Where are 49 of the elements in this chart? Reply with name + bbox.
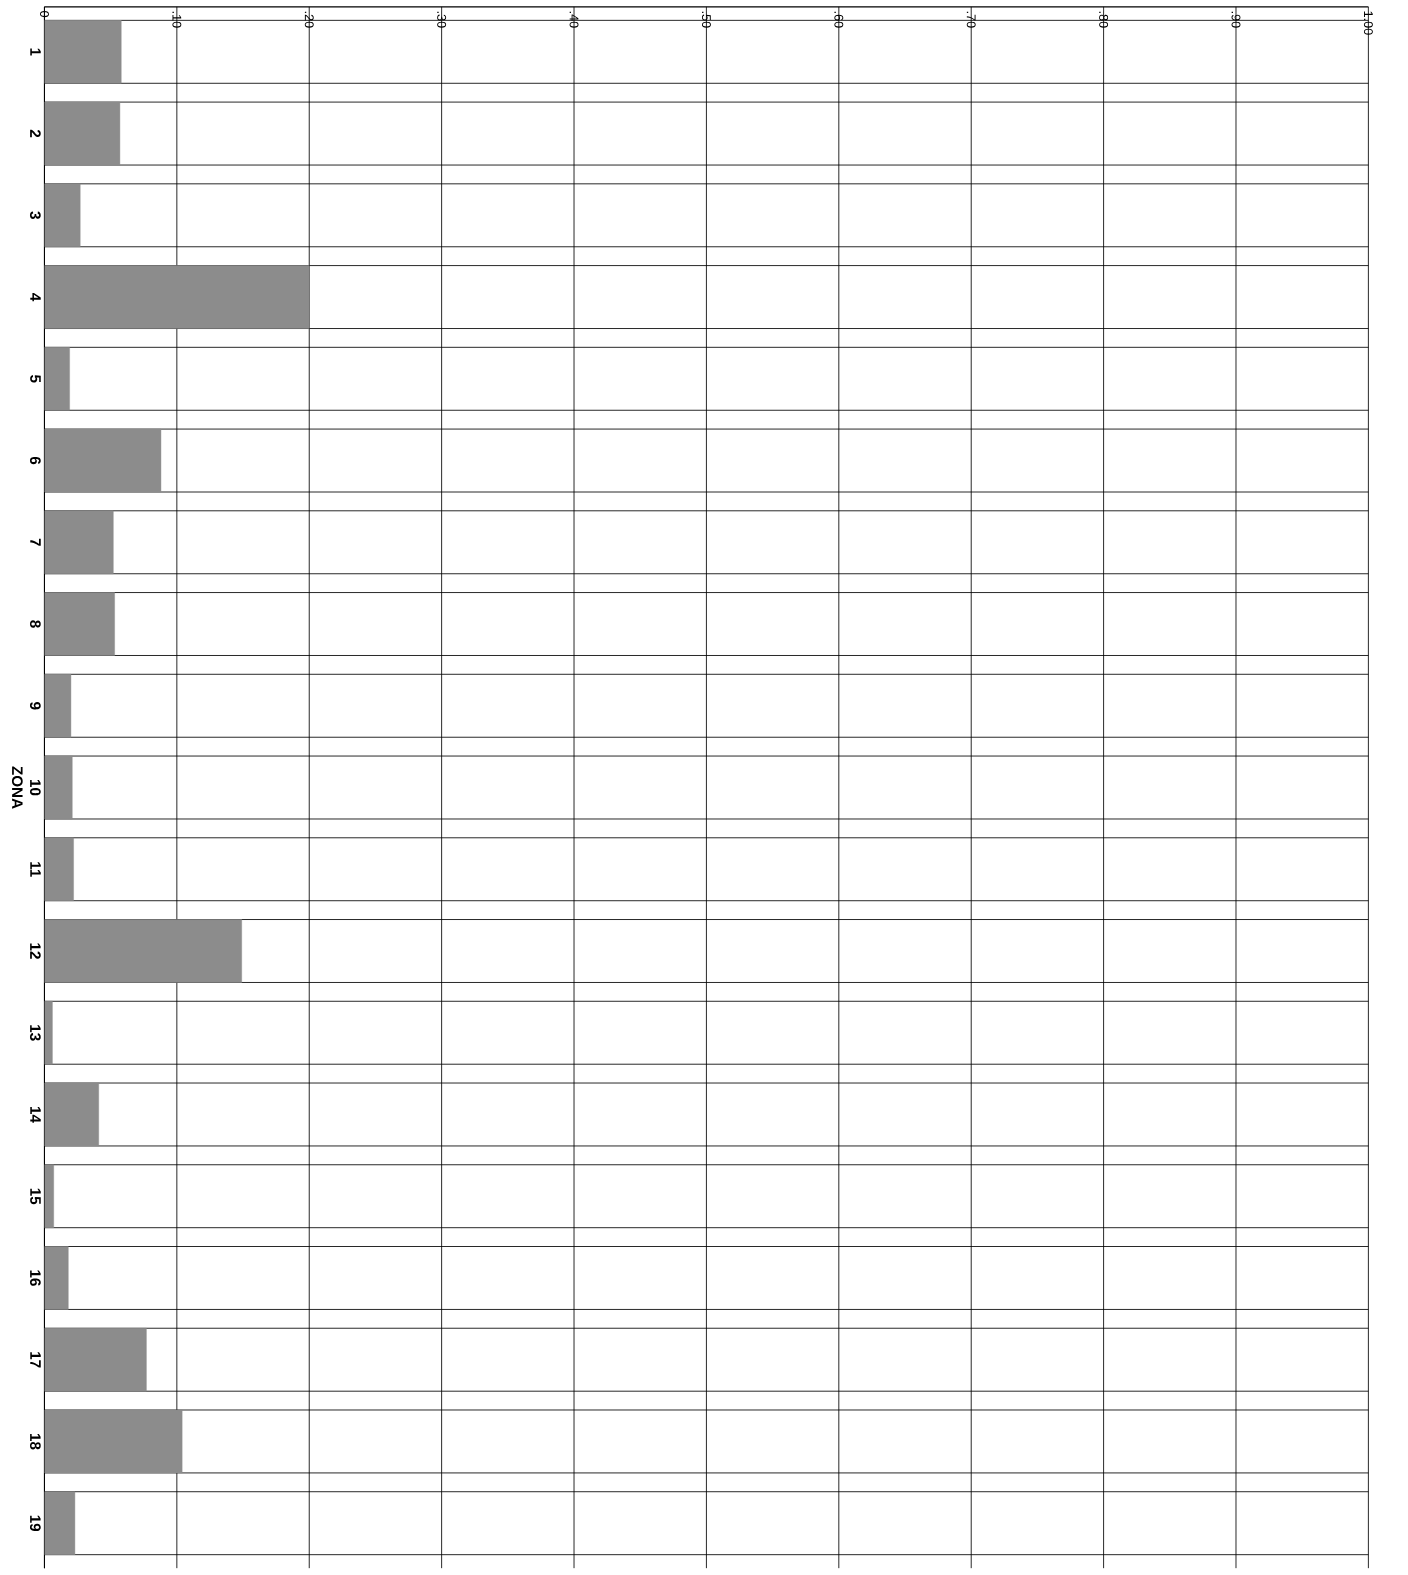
x-tick-label: .60 <box>834 11 844 28</box>
bar <box>44 20 122 84</box>
y-tick-label: 2 <box>30 129 41 138</box>
y-tick-label: 12 <box>30 943 41 959</box>
y-tick-label: 5 <box>30 375 41 383</box>
bar <box>44 1328 147 1392</box>
y-tick-label: 16 <box>29 1270 41 1286</box>
bar <box>44 1164 54 1228</box>
y-tick-label: 17 <box>30 1352 41 1368</box>
bar <box>44 428 162 493</box>
y-tick-label: 1 <box>30 48 41 56</box>
y-tick-label: 14 <box>30 1107 41 1123</box>
bar <box>44 101 121 166</box>
y-tick-label: 10 <box>29 780 41 796</box>
bar <box>44 1082 99 1147</box>
y-tick-label: 6 <box>29 456 41 465</box>
bar <box>44 510 114 574</box>
x-tick-label: .50 <box>701 11 711 28</box>
x-tick-label: .30 <box>437 11 447 28</box>
y-tick-label: 8 <box>29 620 41 628</box>
y-tick-label: 11 <box>30 862 41 877</box>
bar <box>44 674 72 738</box>
bar <box>44 837 74 901</box>
y-tick-label: 15 <box>30 1188 41 1205</box>
x-tick-label: .20 <box>304 11 314 28</box>
bar <box>44 347 70 411</box>
x-tick-label: .90 <box>1231 11 1241 28</box>
bar <box>44 1491 76 1555</box>
x-tick-label: 1.00 <box>1363 11 1373 35</box>
bar <box>44 919 242 983</box>
y-tick-label: 4 <box>30 293 41 302</box>
bar <box>44 1409 183 1474</box>
x-tick-label: .10 <box>172 11 182 28</box>
bar <box>44 1001 53 1065</box>
y-tick-label: 19 <box>29 1515 41 1532</box>
y-tick-label: 18 <box>29 1433 41 1450</box>
bar <box>44 183 81 247</box>
bar <box>44 755 73 820</box>
bar <box>44 265 310 329</box>
x-tick-label: .40 <box>569 11 579 28</box>
x-tick-label: .80 <box>1099 11 1109 28</box>
y-axis-title: ZONA <box>11 766 23 809</box>
x-tick-label: .70 <box>966 11 976 28</box>
y-tick-label: 3 <box>29 211 41 219</box>
bar <box>44 592 115 656</box>
bar <box>44 1246 69 1310</box>
y-tick-label: 7 <box>30 538 41 546</box>
y-tick-label: 13 <box>29 1025 41 1041</box>
y-tick-label: 9 <box>29 702 41 710</box>
